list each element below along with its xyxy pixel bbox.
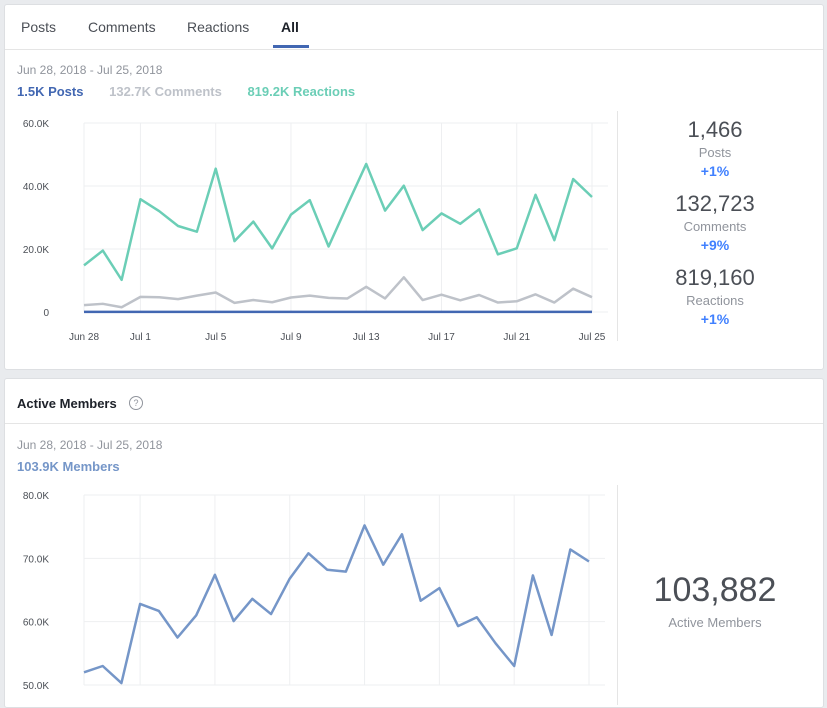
y-tick-label: 20.0K xyxy=(23,245,49,256)
tab-posts[interactable]: Posts xyxy=(21,19,56,35)
activity-legend: 1.5K Posts 132.7K Comments 819.2K Reacti… xyxy=(17,84,377,99)
legend-members[interactable]: 103.9K Members xyxy=(17,459,120,474)
comments-label: Comments xyxy=(615,219,815,234)
members-line-chart: 80.0K 70.0K 60.0K 50.0K xyxy=(5,483,615,703)
y-tick-label: 60.0K xyxy=(23,618,49,629)
legend-comments[interactable]: 132.7K Comments xyxy=(109,84,222,99)
posts-total: 1,466 xyxy=(615,117,815,143)
comments-total: 132,723 xyxy=(615,191,815,217)
active-members-header: Active Members ? xyxy=(5,379,823,424)
y-tick-label: 60.0K xyxy=(23,119,49,130)
y-tick-label: 70.0K xyxy=(23,554,49,565)
x-tick-label: Jul 25 xyxy=(579,332,606,343)
x-tick-label: Jun 28 xyxy=(69,332,99,343)
y-tick-label: 80.0K xyxy=(23,491,49,502)
series-reactions-line xyxy=(84,164,592,280)
y-tick-label: 40.0K xyxy=(23,182,49,193)
activity-card: Posts Comments Reactions All Jun 28, 201… xyxy=(4,4,824,370)
members-label: Active Members xyxy=(615,615,815,630)
x-tick-label: Jul 1 xyxy=(130,332,152,343)
active-members-title: Active Members xyxy=(17,396,117,411)
active-members-card: Active Members ? Jun 28, 2018 - Jul 25, … xyxy=(4,378,824,708)
activity-date-range: Jun 28, 2018 - Jul 25, 2018 xyxy=(17,63,162,77)
members-date-range: Jun 28, 2018 - Jul 25, 2018 xyxy=(17,438,162,452)
series-comments-line xyxy=(84,277,592,307)
reactions-label: Reactions xyxy=(615,293,815,308)
members-total: 103,882 xyxy=(615,571,815,610)
y-tick-label: 0 xyxy=(43,308,49,319)
tab-comments[interactable]: Comments xyxy=(88,19,156,35)
x-tick-label: Jul 17 xyxy=(428,332,455,343)
comments-change: +9% xyxy=(615,237,815,253)
x-tick-label: Jul 21 xyxy=(503,332,530,343)
x-tick-label: Jul 5 xyxy=(205,332,227,343)
legend-reactions[interactable]: 819.2K Reactions xyxy=(247,84,355,99)
y-tick-label: 50.0K xyxy=(23,681,49,692)
series-members-line xyxy=(84,525,589,683)
x-tick-label: Jul 9 xyxy=(280,332,302,343)
tab-all[interactable]: All xyxy=(281,19,299,35)
active-tab-underline xyxy=(273,45,309,48)
reactions-change: +1% xyxy=(615,311,815,327)
tab-bar: Posts Comments Reactions All xyxy=(5,5,823,50)
tab-reactions[interactable]: Reactions xyxy=(187,19,249,35)
x-tick-label: Jul 13 xyxy=(353,332,380,343)
legend-posts[interactable]: 1.5K Posts xyxy=(17,84,83,99)
help-icon[interactable]: ? xyxy=(129,396,143,410)
posts-change: +1% xyxy=(615,163,815,179)
posts-label: Posts xyxy=(615,145,815,160)
activity-line-chart: 60.0K 40.0K 20.0K 0 Jun 28 Jul 1 Jul 5 Jul 9 Jul… xyxy=(5,109,615,345)
reactions-total: 819,160 xyxy=(615,265,815,291)
